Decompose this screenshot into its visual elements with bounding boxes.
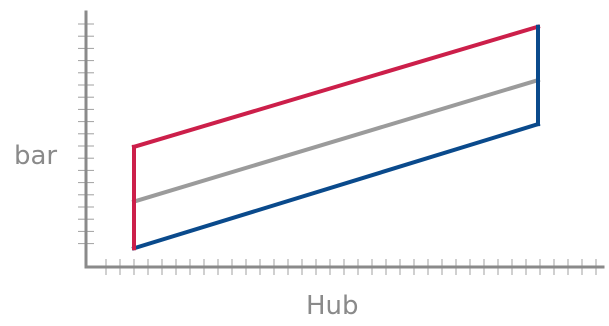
x-axis-label: Hub <box>306 291 359 321</box>
y-axis-label: bar <box>14 141 57 171</box>
axis-ticks <box>78 23 597 275</box>
series-middle-line <box>131 77 541 205</box>
series-lower-line <box>131 121 541 251</box>
series-upper-line <box>131 24 541 150</box>
series-group <box>131 24 541 251</box>
